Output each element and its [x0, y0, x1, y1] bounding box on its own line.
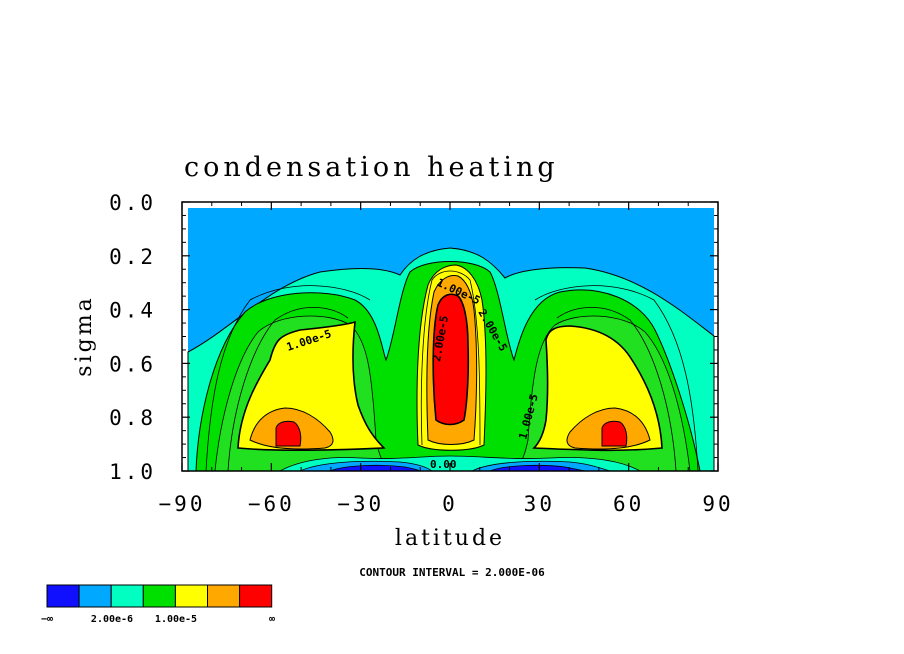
x-tick-label: 30	[524, 492, 555, 516]
contour-line-5	[420, 270, 481, 446]
contour-fill-level-6-south	[275, 420, 302, 447]
colorbar-label: 2.00e-6	[91, 614, 133, 625]
y-tick-label: 0.4	[109, 299, 156, 323]
contour-line-4	[534, 285, 699, 472]
y-tick-label: 0.2	[109, 245, 156, 269]
colorbar-label: ∞	[269, 614, 275, 625]
contour-line-3	[205, 285, 371, 472]
colorbar-swatch	[46, 584, 80, 608]
contour-fill-level-6-north	[601, 420, 628, 447]
x-tick-label: −30	[337, 492, 384, 516]
chart-title: condensation heating	[184, 152, 559, 183]
colorbar-label: 1.00e-5	[155, 614, 197, 625]
y-tick-label: 1.0	[109, 460, 156, 484]
colorbar-label: −∞	[41, 614, 53, 625]
x-axis: −90 −60 −30 0 30 60 90	[159, 202, 733, 516]
contour-line-2	[556, 306, 677, 472]
contour-field	[182, 202, 718, 472]
colorbar-swatch	[142, 584, 176, 608]
x-axis-label: latitude	[395, 526, 505, 551]
colorbar-swatch	[78, 584, 112, 608]
colorbar: −∞ 2.00e-6 1.00e-5 ∞	[41, 584, 275, 625]
x-tick-label: −90	[159, 492, 206, 516]
x-tick-label: −60	[248, 492, 295, 516]
colorbar-swatch	[239, 584, 273, 608]
contour-fill-level-6-equator	[432, 293, 470, 426]
colorbar-swatch	[207, 584, 241, 608]
y-tick-label: 0.8	[109, 406, 156, 430]
y-tick-label: 0.0	[109, 191, 156, 215]
y-tick-label: 0.6	[109, 352, 156, 376]
x-tick-label: 60	[613, 492, 644, 516]
contour-line-1	[227, 306, 349, 472]
contour-label-6: 0.00	[430, 458, 457, 471]
contour-interval-note: CONTOUR INTERVAL = 2.000E-06	[359, 566, 545, 579]
x-tick-label: 0	[442, 492, 458, 516]
x-tick-label: 90	[702, 492, 733, 516]
y-axis-label: sigma	[72, 295, 97, 376]
y-axis: 0.0 0.2 0.4 0.6 0.8 1.0	[109, 191, 718, 484]
colorbar-swatch	[110, 584, 144, 608]
colorbar-swatch	[174, 584, 208, 608]
